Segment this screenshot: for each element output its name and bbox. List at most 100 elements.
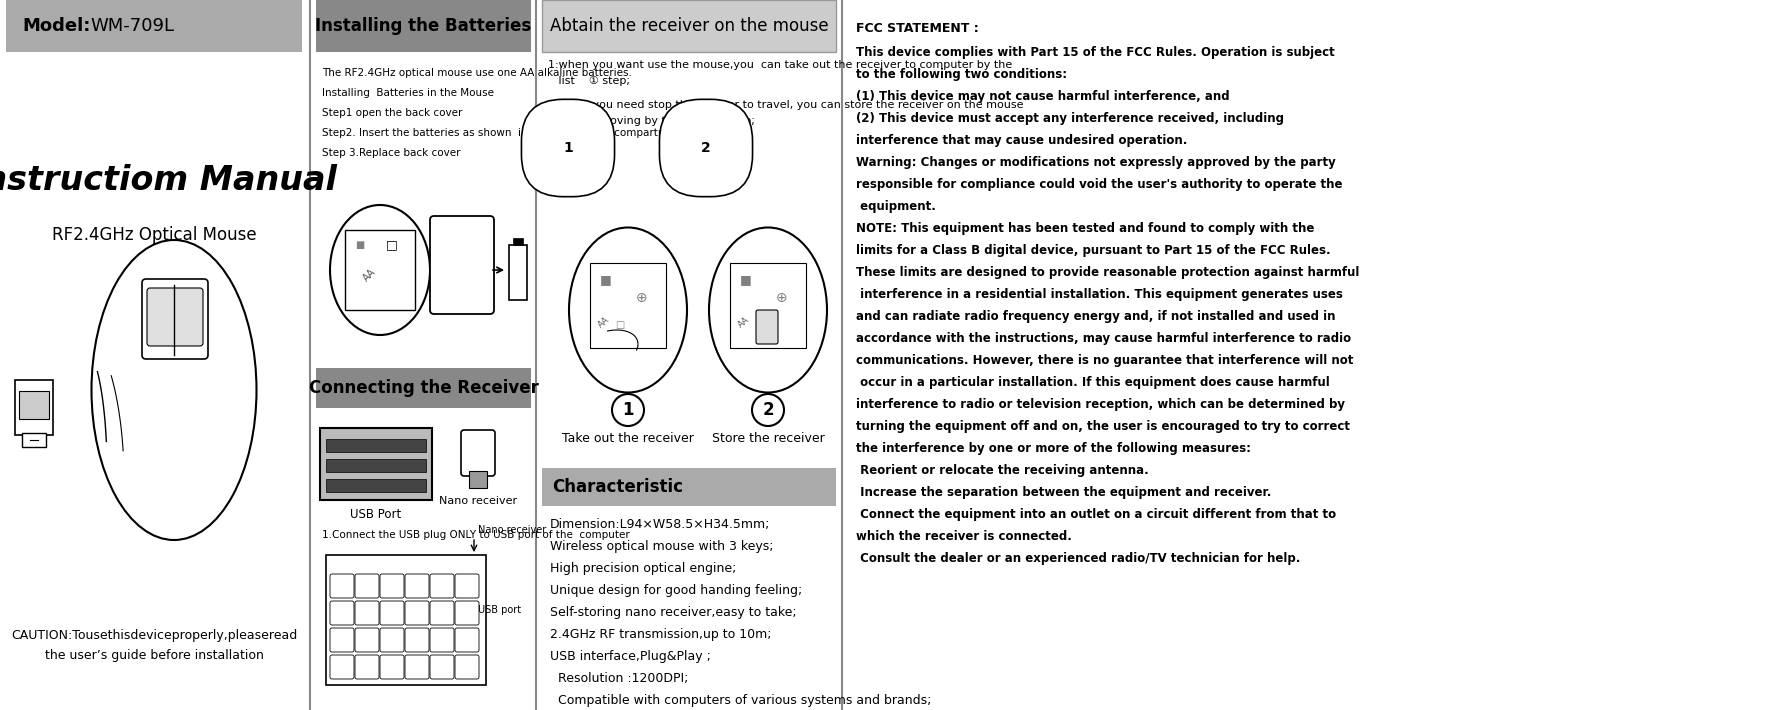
Ellipse shape — [92, 240, 257, 540]
FancyBboxPatch shape — [142, 279, 207, 359]
Text: Nano receiver: Nano receiver — [479, 525, 546, 535]
FancyBboxPatch shape — [431, 216, 495, 314]
FancyBboxPatch shape — [379, 601, 404, 625]
Text: Step 3.Replace back cover: Step 3.Replace back cover — [323, 148, 461, 158]
Text: Compatible with computers of various systems and brands;: Compatible with computers of various sys… — [550, 694, 931, 707]
Text: interference to radio or television reception, which can be determined by: interference to radio or television rece… — [856, 398, 1346, 411]
Text: □: □ — [615, 320, 624, 330]
Text: RF2.4GHz Optical Mouse: RF2.4GHz Optical Mouse — [51, 226, 257, 244]
Text: ⊕: ⊕ — [637, 291, 647, 305]
FancyBboxPatch shape — [379, 655, 404, 679]
FancyBboxPatch shape — [404, 574, 429, 598]
FancyBboxPatch shape — [147, 288, 202, 346]
FancyBboxPatch shape — [326, 555, 486, 685]
Text: limits for a Class B digital device, pursuant to Part 15 of the FCC Rules.: limits for a Class B digital device, pur… — [856, 244, 1330, 257]
FancyBboxPatch shape — [404, 628, 429, 652]
Text: (1) This device may not cause harmful interference, and: (1) This device may not cause harmful in… — [856, 90, 1230, 103]
FancyBboxPatch shape — [346, 230, 415, 310]
Text: AA: AA — [596, 315, 612, 329]
Text: (2) This device must accept any interference received, including: (2) This device must accept any interfer… — [856, 112, 1284, 125]
Text: USB interface,Plug&Play ;: USB interface,Plug&Play ; — [550, 650, 711, 663]
Ellipse shape — [709, 227, 826, 393]
FancyBboxPatch shape — [456, 628, 479, 652]
FancyBboxPatch shape — [330, 574, 355, 598]
Text: 2: 2 — [762, 401, 773, 419]
Text: 2:when you need stop the work or to travel, you can store the receiver on the mo: 2:when you need stop the work or to trav… — [548, 100, 1023, 110]
FancyBboxPatch shape — [431, 655, 454, 679]
FancyBboxPatch shape — [543, 0, 837, 52]
FancyBboxPatch shape — [316, 0, 530, 52]
Text: □: □ — [387, 239, 397, 251]
FancyBboxPatch shape — [355, 628, 379, 652]
FancyBboxPatch shape — [319, 428, 433, 500]
FancyBboxPatch shape — [431, 628, 454, 652]
Text: to the following two conditions:: to the following two conditions: — [856, 68, 1067, 81]
Text: which the receiver is connected.: which the receiver is connected. — [856, 530, 1073, 543]
Text: Take out the receiver: Take out the receiver — [562, 432, 693, 445]
Text: Resolution :1200DPI;: Resolution :1200DPI; — [550, 672, 688, 685]
FancyBboxPatch shape — [431, 574, 454, 598]
Ellipse shape — [569, 227, 686, 393]
Text: Increase the separation between the equipment and receiver.: Increase the separation between the equi… — [856, 486, 1271, 499]
FancyBboxPatch shape — [355, 601, 379, 625]
Text: Abtain the receiver on the mouse: Abtain the receiver on the mouse — [550, 17, 828, 35]
Text: Nano receiver: Nano receiver — [440, 496, 518, 506]
Text: AA: AA — [736, 315, 752, 329]
Text: FCC STATEMENT :: FCC STATEMENT : — [856, 22, 979, 35]
Text: Connecting the Receiver: Connecting the Receiver — [309, 379, 539, 397]
Text: Wireless optical mouse with 3 keys;: Wireless optical mouse with 3 keys; — [550, 540, 773, 553]
Text: Installing  Batteries in the Mouse: Installing Batteries in the Mouse — [323, 88, 495, 98]
FancyBboxPatch shape — [326, 479, 426, 492]
FancyBboxPatch shape — [543, 468, 837, 506]
FancyBboxPatch shape — [470, 471, 488, 488]
Text: the user’s guide before installation: the user’s guide before installation — [44, 648, 264, 662]
Text: AA: AA — [362, 267, 378, 283]
FancyBboxPatch shape — [509, 245, 527, 300]
Text: accordance with the instructions, may cause harmful interference to radio: accordance with the instructions, may ca… — [856, 332, 1351, 345]
Text: High precision optical engine;: High precision optical engine; — [550, 562, 736, 575]
FancyBboxPatch shape — [755, 310, 778, 344]
Text: and can radiate radio frequency energy and, if not installed and used in: and can radiate radio frequency energy a… — [856, 310, 1335, 323]
FancyBboxPatch shape — [330, 655, 355, 679]
Text: Dimension:L94×W58.5×H34.5mm;: Dimension:L94×W58.5×H34.5mm; — [550, 518, 771, 531]
Text: This device complies with Part 15 of the FCC Rules. Operation is subject: This device complies with Part 15 of the… — [856, 46, 1335, 59]
Text: Unique design for good handing feeling;: Unique design for good handing feeling; — [550, 584, 801, 597]
Text: Reorient or relocate the receiving antenna.: Reorient or relocate the receiving anten… — [856, 464, 1149, 477]
Text: 1:when you want use the mouse,you  can take out the receiver to computer by the: 1:when you want use the mouse,you can ta… — [548, 60, 1012, 70]
Text: turning the equipment off and on, the user is encouraged to try to correct: turning the equipment off and on, the us… — [856, 420, 1349, 433]
FancyBboxPatch shape — [316, 368, 530, 408]
Text: for the moving by the list    ② step;: for the moving by the list ② step; — [548, 116, 755, 126]
Text: CAUTION:Tousethisdeviceproperly,pleaseread: CAUTION:Tousethisdeviceproperly,pleasere… — [11, 628, 298, 642]
FancyBboxPatch shape — [456, 655, 479, 679]
Text: equipment.: equipment. — [856, 200, 936, 213]
FancyBboxPatch shape — [326, 439, 426, 452]
Text: Store the receiver: Store the receiver — [711, 432, 824, 445]
FancyBboxPatch shape — [379, 628, 404, 652]
Text: list    ① step;: list ① step; — [548, 76, 629, 86]
Text: USB Port: USB Port — [351, 508, 402, 521]
FancyBboxPatch shape — [21, 433, 46, 447]
FancyBboxPatch shape — [590, 263, 667, 348]
FancyBboxPatch shape — [330, 601, 355, 625]
Text: interference in a residential installation. This equipment generates uses: interference in a residential installati… — [856, 288, 1342, 301]
Text: responsible for compliance could void the user's authority to operate the: responsible for compliance could void th… — [856, 178, 1342, 191]
Text: Instructiom Manual: Instructiom Manual — [0, 163, 337, 197]
FancyBboxPatch shape — [379, 574, 404, 598]
Text: ■: ■ — [355, 240, 365, 250]
Ellipse shape — [330, 205, 431, 335]
FancyBboxPatch shape — [404, 601, 429, 625]
Text: Model:: Model: — [21, 17, 90, 35]
Text: 2: 2 — [700, 141, 711, 155]
FancyBboxPatch shape — [330, 628, 355, 652]
Text: interference that may cause undesired operation.: interference that may cause undesired op… — [856, 134, 1188, 147]
Text: ■: ■ — [599, 273, 612, 287]
Text: Step1 open the back cover: Step1 open the back cover — [323, 108, 463, 118]
FancyBboxPatch shape — [456, 574, 479, 598]
FancyBboxPatch shape — [456, 601, 479, 625]
FancyBboxPatch shape — [355, 574, 379, 598]
Text: the interference by one or more of the following measures:: the interference by one or more of the f… — [856, 442, 1252, 455]
Ellipse shape — [752, 394, 784, 426]
FancyBboxPatch shape — [512, 238, 523, 245]
FancyBboxPatch shape — [326, 459, 426, 472]
Text: Warning: Changes or modifications not expressly approved by the party: Warning: Changes or modifications not ex… — [856, 156, 1335, 169]
